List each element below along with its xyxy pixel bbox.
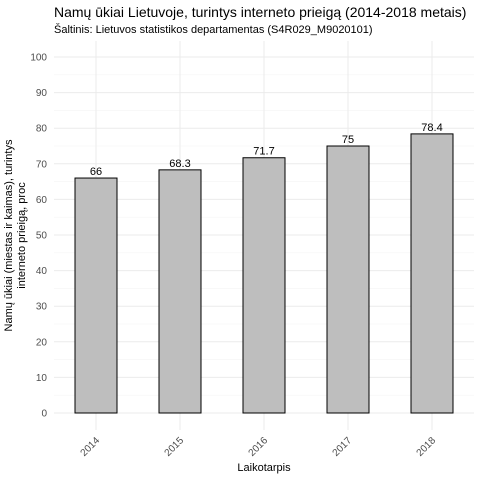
x-tick-label: 2015: [163, 435, 187, 459]
bar-2015: [158, 169, 202, 414]
y-axis-title-line: Namų ūkiai (miestas ir kaimas), turintys: [3, 139, 15, 331]
y-tick-label: 100: [30, 53, 47, 64]
chart-subtitle: Šaltinis: Lietuvos statistikos departame…: [54, 23, 373, 36]
data-label: 78.4: [421, 122, 442, 134]
x-tick-label: 2018: [415, 435, 439, 459]
y-tick-label: 80: [36, 124, 48, 135]
data-label: 75: [342, 134, 354, 146]
x-axis-ticks: 2014 2015 2016 2017 2018: [79, 435, 439, 459]
y-tick-label: 70: [36, 159, 48, 170]
bar-2016: [242, 157, 286, 414]
y-tick-label: 40: [36, 266, 48, 277]
data-labels: 66 68.3 71.7 75 78.4: [90, 122, 443, 178]
bars: [74, 133, 454, 414]
data-label: 68.3: [169, 158, 190, 170]
y-tick-label: 10: [36, 373, 48, 384]
x-tick-label: 2017: [331, 435, 355, 459]
y-axis-ticks: 0 10 20 30 40 50 60 70 80 90 100: [30, 53, 47, 420]
y-tick-label: 50: [36, 231, 48, 242]
y-tick-label: 0: [41, 409, 47, 420]
data-label: 71.7: [253, 146, 274, 158]
y-tick-label: 90: [36, 88, 48, 99]
data-label: 66: [90, 166, 102, 178]
bar-2017: [326, 145, 370, 414]
y-axis-title: Namų ūkiai (miestas ir kaimas), turintys…: [3, 139, 28, 331]
x-axis-title: Laikotarpis: [237, 462, 291, 474]
x-tick-label: 2016: [247, 435, 271, 459]
bar-2014: [74, 177, 118, 414]
y-tick-label: 20: [36, 337, 48, 348]
chart-title: Namų ūkiai Lietuvoje, turintys interneto…: [54, 4, 466, 20]
x-tick-label: 2014: [79, 435, 103, 459]
bar-2018: [410, 133, 454, 414]
y-tick-label: 30: [36, 302, 48, 313]
y-axis-title-line: interneto prieigą, proc: [16, 182, 28, 289]
y-tick-label: 60: [36, 195, 48, 206]
